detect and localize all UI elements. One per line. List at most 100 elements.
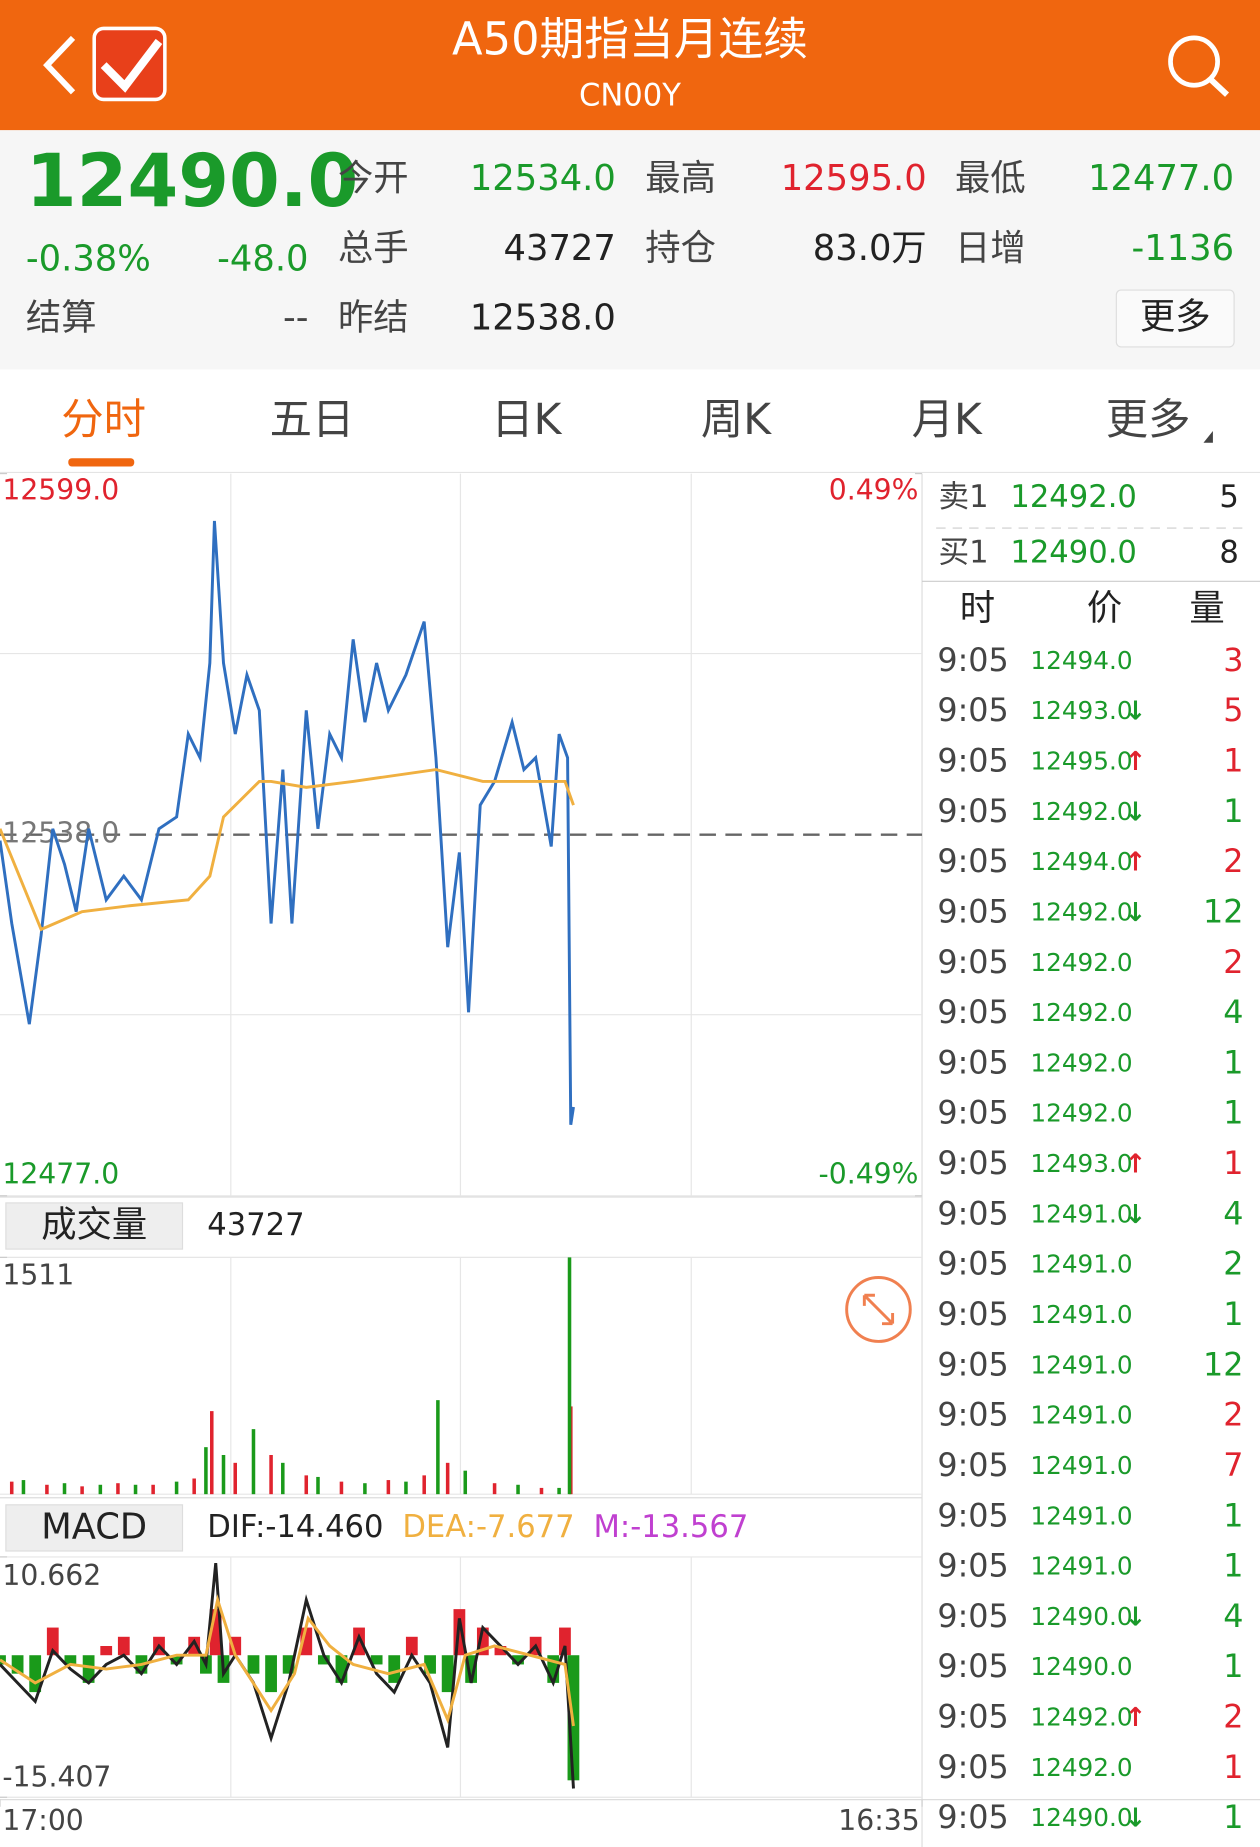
volume-bar (174, 1481, 179, 1495)
title: A50期指当月连续 (452, 13, 808, 66)
subtitle: CN00Y (579, 79, 681, 114)
expand-button[interactable] (845, 1276, 912, 1343)
trade-volume: 12 (1203, 1345, 1243, 1383)
volume-bar (363, 1483, 367, 1495)
book-side: 卖1 (939, 480, 989, 515)
macd-bar (300, 1627, 313, 1656)
volume-bar (210, 1411, 214, 1495)
field-label: 总手 (338, 228, 409, 269)
trade-direction: ↑ (1125, 1703, 1147, 1733)
trade-volume: 1 (1223, 1094, 1243, 1132)
macd-bar (82, 1655, 95, 1683)
field-value: -1136 (1131, 228, 1234, 269)
field-value: 12595.0 (781, 158, 927, 199)
volume-bar (192, 1478, 196, 1495)
trade-volume: 3 (1223, 641, 1243, 679)
volume-bar (9, 1481, 14, 1495)
volume-bar (281, 1462, 285, 1495)
trade-price: 12492.0 (1030, 1753, 1132, 1782)
macd-bar (494, 1646, 507, 1656)
trade-direction: ↑ (1125, 848, 1147, 878)
field-value: 12477.0 (1088, 158, 1234, 199)
trade-time: 9:05 (937, 1697, 1008, 1735)
column-header: 量 (1189, 588, 1224, 629)
trade-direction: ↓ (1125, 1602, 1147, 1632)
trade-volume: 5 (1223, 691, 1243, 729)
trade-price: 12491.0 (1030, 1552, 1132, 1581)
trade-time: 9:05 (937, 691, 1008, 729)
trade-price: 12492.0 (1030, 1702, 1132, 1731)
trade-volume: 2 (1223, 943, 1243, 981)
y-tick-label: 12599.0 (2, 473, 119, 506)
trade-volume: 1 (1223, 1496, 1243, 1534)
volume-bar (422, 1475, 426, 1495)
trade-time: 9:05 (937, 1245, 1008, 1283)
trade-time: 9:05 (937, 842, 1008, 880)
volume-bar (516, 1484, 520, 1495)
macd-bar (547, 1655, 560, 1683)
field-value: 43727 (504, 228, 616, 269)
volume-bar (221, 1454, 226, 1495)
volume-bar (463, 1470, 468, 1495)
field-value: -- (283, 298, 308, 339)
trade-time: 9:05 (937, 1144, 1008, 1182)
back-button[interactable] (43, 35, 76, 95)
volume-bar (233, 1462, 237, 1495)
macd-bar (512, 1655, 524, 1665)
column-header: 时 (960, 588, 995, 629)
field-label: 结算 (26, 298, 97, 339)
volume-bar (492, 1483, 497, 1495)
quote-panel (0, 130, 1260, 370)
field-label: 今开 (338, 158, 409, 199)
trade-price: 12491.0 (1030, 1199, 1132, 1228)
favorite-checkbox[interactable] (92, 26, 167, 102)
search-handle (1208, 77, 1230, 97)
volume-bar (436, 1400, 440, 1495)
volume-bar (316, 1476, 320, 1495)
search-button[interactable] (1168, 35, 1230, 97)
macd-bar (29, 1655, 42, 1693)
macd-bar (465, 1655, 478, 1683)
tab[interactable]: 更多 (1106, 396, 1191, 445)
tab[interactable]: 周K (701, 396, 772, 445)
trade-price: 12494.0 (1030, 847, 1132, 876)
volume-bar (269, 1454, 273, 1495)
trade-price: 12491.0 (1030, 1350, 1132, 1379)
macd-bar (424, 1655, 436, 1674)
volume-bar (404, 1481, 408, 1495)
trade-volume: 1 (1223, 1647, 1243, 1685)
line-series (0, 520, 575, 1125)
volume-bar (133, 1484, 138, 1495)
trade-time: 9:05 (937, 641, 1008, 679)
trade-price: 12495.0 (1030, 746, 1132, 775)
macd-bar (229, 1636, 242, 1656)
trade-volume: 1 (1223, 1295, 1243, 1333)
trade-time: 9:05 (937, 1446, 1008, 1484)
volume-bar (539, 1487, 544, 1495)
more-button[interactable] (1115, 289, 1235, 348)
trade-direction: ↑ (1125, 747, 1147, 777)
trade-direction: ↓ (1125, 898, 1147, 928)
book-price: 12490.0 (1010, 536, 1137, 571)
macd-bar (405, 1636, 418, 1656)
tab[interactable]: 五日 (270, 396, 355, 445)
trade-time: 9:05 (937, 1798, 1008, 1836)
trade-price: 12493.0 (1030, 696, 1132, 725)
volume-bar (21, 1480, 26, 1495)
y2-tick-label: 0.49% (829, 473, 919, 506)
macd-bar (317, 1655, 330, 1665)
y-tick-label: 1511 (2, 1258, 74, 1291)
trade-time: 9:05 (937, 993, 1008, 1031)
reference-label: 12538.0 (2, 817, 119, 850)
trade-volume: 1 (1223, 1043, 1243, 1081)
tab[interactable]: 日K (491, 396, 562, 445)
trade-volume: 12 (1203, 892, 1243, 930)
trade-time: 9:05 (937, 1748, 1008, 1786)
book-side: 买1 (939, 536, 989, 571)
tab[interactable]: 分时 (61, 396, 146, 445)
trade-volume: 4 (1223, 1597, 1243, 1635)
volume-bar (204, 1447, 208, 1495)
legend-entry: DEA:-7.677 (402, 1510, 574, 1545)
tab[interactable]: 月K (912, 396, 983, 445)
